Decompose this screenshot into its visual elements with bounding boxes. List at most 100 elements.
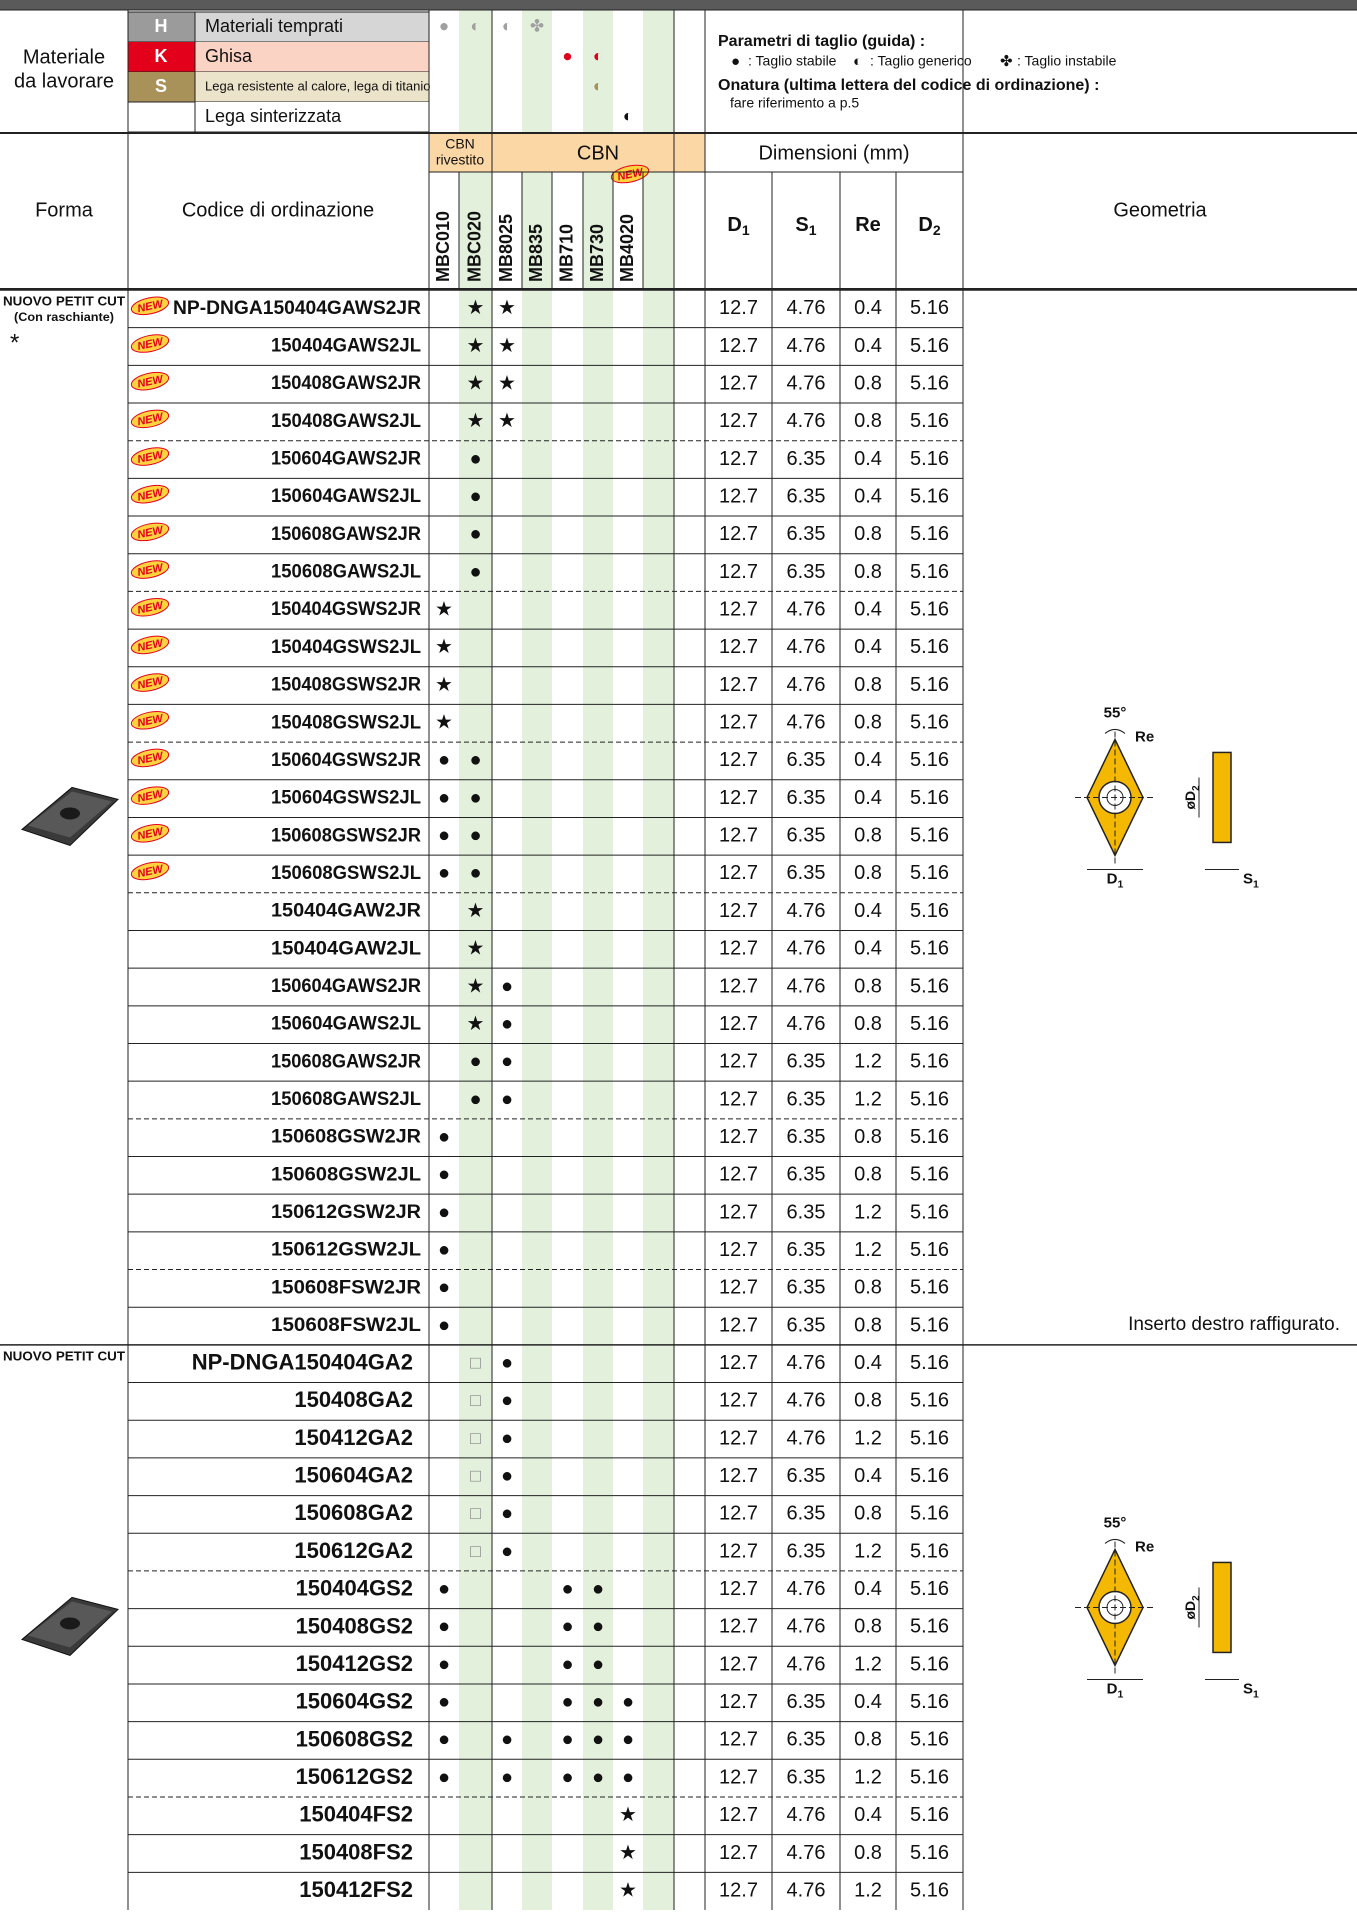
dimension-value: 0.4 [854, 938, 882, 960]
dimension-value: 4.76 [787, 1427, 826, 1449]
dimension-value: 0.8 [854, 862, 882, 884]
dimension-value: 0.8 [854, 1126, 882, 1148]
width-label-main: D [1107, 1680, 1118, 1697]
dimension-header-main: D [918, 214, 932, 236]
material-symbol: ● [562, 46, 572, 65]
new-badge-bg [130, 710, 170, 730]
dimension-value: 12.7 [719, 1013, 758, 1035]
dimension-value: 12.7 [719, 523, 758, 545]
width-label-main: D [1107, 870, 1118, 887]
grade-mark: ★ [498, 297, 516, 319]
new-badge: NEW [136, 599, 165, 616]
grade-mark: ★ [619, 1879, 637, 1901]
dimension-value: 6.35 [787, 485, 826, 507]
dimension-value: 5.16 [910, 636, 949, 658]
dimension-value: 5.16 [910, 674, 949, 696]
dimension-value: 0.4 [854, 1465, 882, 1487]
grade-mark: ● [438, 1201, 450, 1223]
grade-mark: ● [501, 1503, 513, 1525]
dimension-value: 4.76 [787, 335, 826, 357]
dimension-value: 5.16 [910, 448, 949, 470]
dimension-value: 0.4 [854, 485, 882, 507]
dimension-value: 5.16 [910, 1314, 949, 1336]
dimension-value: 4.76 [787, 599, 826, 621]
new-badge-bg [130, 673, 170, 692]
dimension-value: 4.76 [787, 712, 826, 734]
dimension-value: 5.16 [910, 372, 949, 394]
order-code: 150408GSWS2JR [271, 675, 421, 696]
thickness-label: S1 [1243, 1680, 1259, 1700]
grade-mark: ★ [619, 1804, 637, 1826]
material-symbol: ◐ [623, 106, 633, 125]
order-code: 150404GAW2JL [271, 938, 421, 959]
radius-label: Re [1135, 728, 1154, 745]
dimension-value: 12.7 [719, 674, 758, 696]
dimension-value: 12.7 [719, 410, 758, 432]
dimension-value: 12.7 [719, 297, 758, 319]
order-code: 150608GSW2JR [271, 1127, 421, 1148]
dimension-value: 12.7 [719, 561, 758, 583]
new-badge: NEW [136, 373, 165, 390]
hole-label-sub: 2 [1191, 785, 1202, 791]
thickness-label-main: S [1243, 870, 1253, 887]
grade-mark: ● [501, 1465, 513, 1487]
grade-mark: ● [592, 1616, 604, 1638]
dimension-value: 5.16 [910, 599, 949, 621]
order-code: NP-DNGA150404GAWS2JR [173, 298, 421, 319]
dimension-value: 6.35 [787, 825, 826, 847]
dimension-value: 1.2 [854, 1653, 882, 1675]
grade-mark: ● [592, 1578, 604, 1600]
material-label-cell [195, 12, 429, 42]
dimension-value: 4.76 [787, 1879, 826, 1901]
dimension-value: 6.35 [787, 1277, 826, 1299]
grade-mark: □ [470, 1352, 481, 1372]
dimension-value: 0.4 [854, 787, 882, 809]
dimension-value: 5.16 [910, 749, 949, 771]
dimension-value: 5.16 [910, 1578, 949, 1600]
grade-mark: ★ [467, 975, 485, 997]
dimension-value: 0.4 [854, 636, 882, 658]
grade-mark: ★ [467, 297, 485, 319]
legend-symbol: ◐ [853, 53, 862, 70]
dimension-value: 12.7 [719, 485, 758, 507]
dimension-value: 1.2 [854, 1766, 882, 1788]
new-badge: NEW [136, 336, 165, 353]
dimension-value: 12.7 [719, 1616, 758, 1638]
new-badge-bg [130, 635, 170, 655]
dimension-value: 12.7 [719, 1729, 758, 1751]
new-badge: NEW [616, 166, 645, 183]
new-badge-bg [130, 371, 170, 391]
dimension-value: 12.7 [719, 975, 758, 997]
order-code: 150608GSW2JL [271, 1164, 421, 1185]
shape-header: Forma [35, 199, 94, 221]
new-badge: NEW [136, 411, 165, 428]
grade-mark: ● [469, 862, 481, 884]
grade-label: MBC020 [464, 211, 484, 282]
dimensions-label: Dimensioni (mm) [758, 142, 909, 164]
dimension-value: 12.7 [719, 1126, 758, 1148]
dimension-value: 0.4 [854, 448, 882, 470]
dimension-header-sub: 1 [809, 222, 817, 238]
dimension-value: 0.8 [854, 825, 882, 847]
dimension-value: 6.35 [787, 448, 826, 470]
grade-mark: ● [438, 1578, 450, 1600]
column-stripe [643, 10, 674, 1910]
dimension-value: 0.4 [854, 599, 882, 621]
new-badge: NEW [136, 449, 165, 466]
order-code: 150604GSWS2JR [271, 750, 421, 771]
grade-mark: ● [469, 523, 481, 545]
grade-mark: ● [438, 1653, 450, 1675]
new-badge-bg [130, 786, 170, 805]
order-code: 150612GSW2JR [271, 1202, 421, 1223]
grade-label: MB8025 [496, 214, 516, 282]
material-symbol: ✤ [530, 16, 544, 35]
dimension-value: 12.7 [719, 938, 758, 960]
dimension-value: 5.16 [910, 1088, 949, 1110]
dimension-value: 5.16 [910, 1616, 949, 1638]
thickness-label-sub: 1 [1253, 1688, 1259, 1700]
coated-label: rivestito [436, 152, 484, 168]
order-code: 150412GA2 [294, 1425, 413, 1450]
grade-mark: ★ [498, 410, 516, 432]
grade-mark: ★ [467, 1013, 485, 1035]
